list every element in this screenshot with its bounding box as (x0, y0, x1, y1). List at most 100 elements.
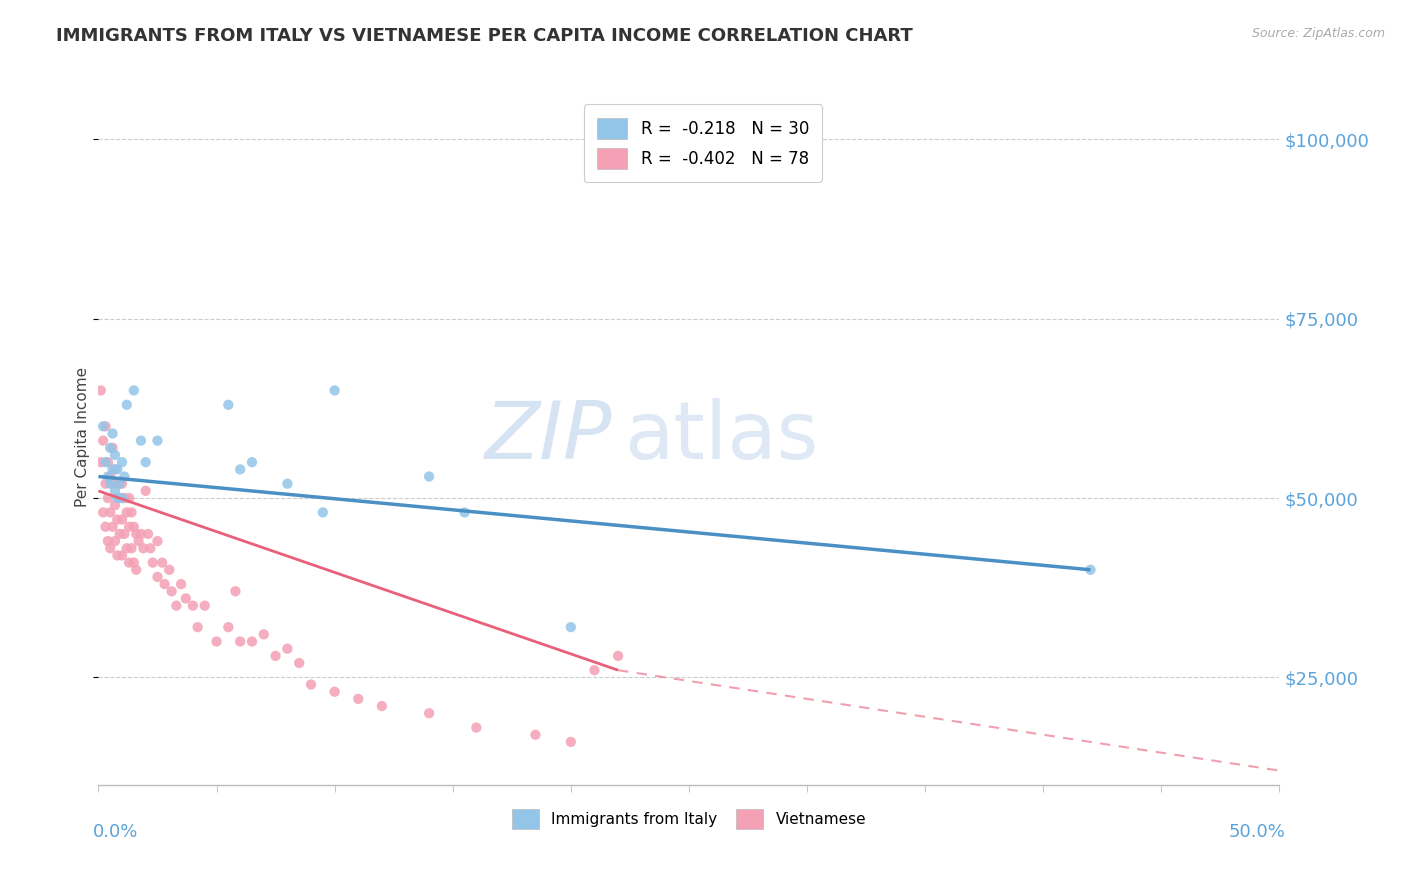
Point (111, 549, 134, 563)
Text: ZIP: ZIP (485, 398, 612, 476)
Point (104, 534, 127, 549)
Point (90, 384, 112, 398)
Point (111, 491, 134, 505)
Point (229, 462, 252, 476)
Point (583, 663, 606, 677)
Point (146, 434, 169, 448)
Point (94, 520, 117, 534)
Point (217, 398, 239, 412)
Point (135, 455, 157, 469)
Point (157, 563, 180, 577)
Point (121, 541, 143, 556)
Point (112, 469, 135, 483)
Point (94, 476, 117, 491)
Point (323, 684, 346, 698)
Point (125, 527, 148, 541)
Point (111, 455, 134, 469)
Point (146, 534, 169, 549)
Point (224, 584, 246, 599)
Point (607, 648, 630, 663)
Point (465, 721, 488, 735)
Point (122, 556, 145, 570)
Point (122, 384, 145, 398)
Point (108, 491, 131, 505)
Point (105, 462, 128, 476)
Point (115, 541, 138, 556)
Point (105, 549, 128, 563)
Text: 50.0%: 50.0% (1229, 823, 1285, 841)
Point (105, 512, 128, 526)
Point (240, 455, 263, 469)
Point (128, 534, 150, 549)
Point (264, 648, 287, 663)
Point (97, 491, 120, 505)
Point (129, 434, 152, 448)
Point (288, 656, 311, 670)
Point (111, 476, 134, 491)
Legend: Immigrants from Italy, Vietnamese: Immigrants from Italy, Vietnamese (503, 802, 875, 837)
Point (97, 534, 120, 549)
Point (560, 735, 582, 749)
Text: Source: ZipAtlas.com: Source: ZipAtlas.com (1251, 27, 1385, 40)
Point (276, 641, 298, 656)
Point (205, 634, 228, 648)
Point (146, 570, 169, 584)
Point (418, 706, 440, 721)
Point (91, 419, 114, 434)
Point (560, 620, 582, 634)
Text: IMMIGRANTS FROM ITALY VS VIETNAMESE PER CAPITA INCOME CORRELATION CHART: IMMIGRANTS FROM ITALY VS VIETNAMESE PER … (56, 27, 912, 45)
Point (153, 577, 176, 591)
Point (418, 469, 440, 483)
Point (187, 620, 209, 634)
Point (104, 448, 127, 462)
Point (118, 556, 141, 570)
Point (101, 462, 124, 476)
Point (312, 505, 335, 519)
Point (132, 541, 155, 556)
Point (108, 476, 131, 491)
Point (1080, 563, 1102, 577)
Point (240, 634, 263, 648)
Point (97, 455, 120, 469)
Point (104, 462, 127, 476)
Point (108, 527, 131, 541)
Point (165, 599, 187, 613)
Point (276, 476, 298, 491)
Point (229, 634, 252, 648)
Point (129, 527, 152, 541)
Point (94, 455, 117, 469)
Point (136, 527, 159, 541)
Point (139, 541, 162, 556)
Point (524, 728, 547, 742)
Point (104, 483, 127, 498)
Point (98, 476, 121, 491)
Point (98, 469, 121, 483)
Point (105, 491, 128, 505)
Point (98, 541, 121, 556)
Point (98, 441, 121, 455)
Point (150, 556, 173, 570)
Point (97, 469, 120, 483)
Point (101, 520, 124, 534)
Point (115, 505, 138, 519)
Point (142, 556, 165, 570)
Point (101, 476, 124, 491)
Point (90, 455, 112, 469)
Point (371, 699, 394, 714)
Point (122, 520, 145, 534)
Point (112, 527, 135, 541)
Point (217, 620, 239, 634)
Point (125, 563, 148, 577)
Point (174, 591, 197, 606)
Point (101, 441, 124, 455)
Point (94, 419, 117, 434)
Point (253, 627, 276, 641)
Point (91, 434, 114, 448)
Point (121, 505, 143, 519)
Point (111, 512, 134, 526)
Point (105, 476, 128, 491)
Point (299, 677, 322, 691)
Point (453, 505, 475, 519)
Point (112, 491, 135, 505)
Text: 0.0%: 0.0% (93, 823, 138, 841)
